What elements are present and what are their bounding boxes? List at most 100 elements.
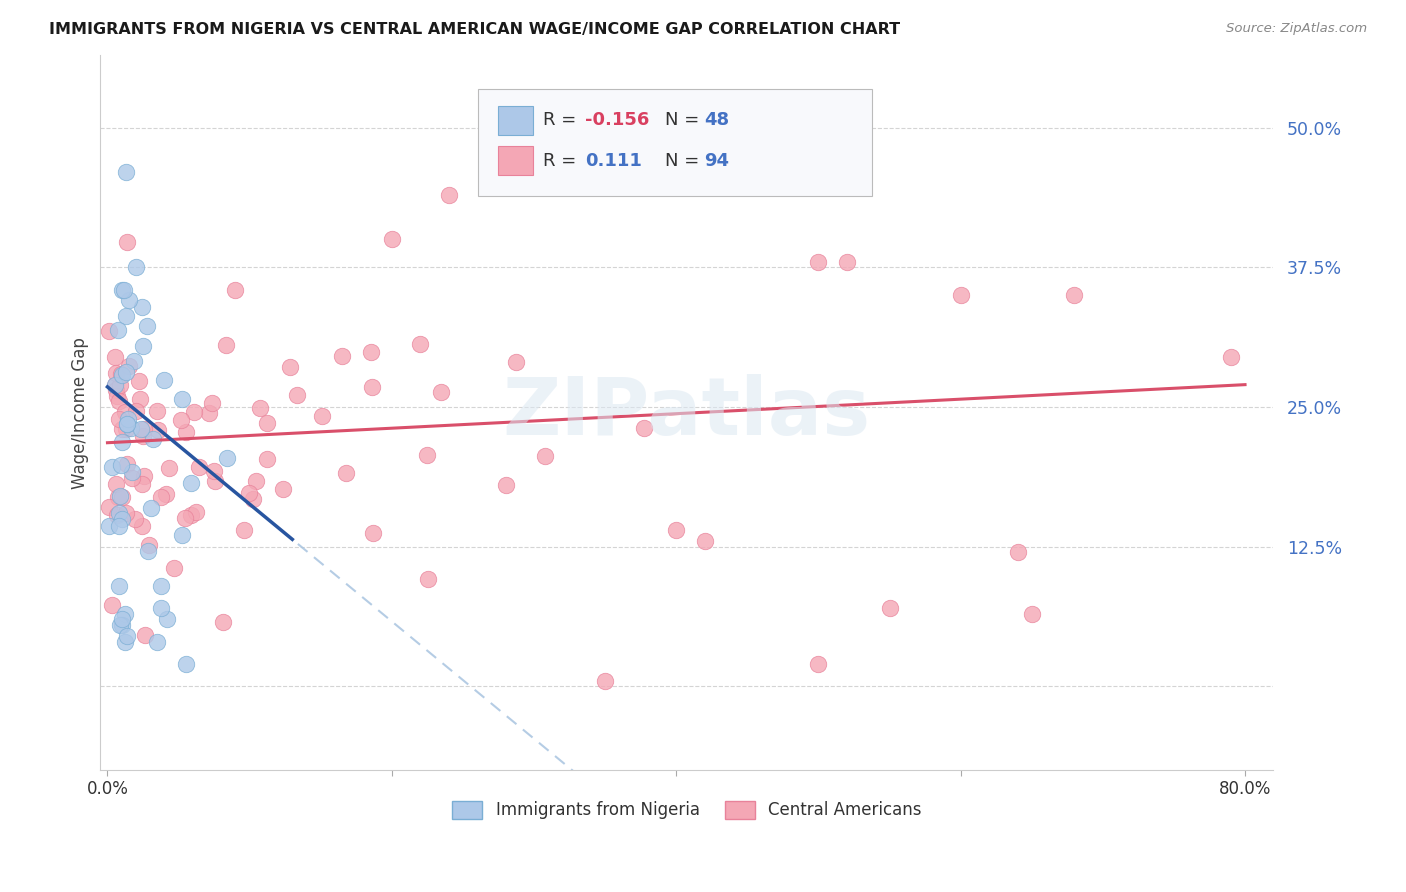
Point: [1007, 545, 1029, 559]
Point: [145, 404, 167, 418]
Point: [114, 607, 136, 621]
Point: [136, 318, 159, 333]
Point: [108, 506, 131, 520]
Legend: Immigrants from Nigeria, Central Americans: Immigrants from Nigeria, Central America…: [446, 794, 928, 826]
Point: [117, 412, 139, 426]
Point: [238, 486, 260, 500]
Point: [183, 405, 205, 419]
Point: [1219, 350, 1241, 364]
Point: [363, 525, 385, 540]
Point: [256, 416, 278, 430]
Point: [115, 365, 138, 379]
Point: [173, 511, 195, 525]
Point: [170, 392, 193, 407]
Point: [111, 422, 134, 436]
Text: N =: N =: [665, 152, 704, 169]
Text: Source: ZipAtlas.com: Source: ZipAtlas.com: [1226, 22, 1367, 36]
Point: [138, 538, 160, 552]
Point: [134, 628, 156, 642]
Point: [693, 534, 716, 549]
Point: [163, 561, 186, 575]
Y-axis label: Wage/Income Gap: Wage/Income Gap: [72, 336, 89, 489]
Point: [139, 501, 162, 516]
Point: [534, 449, 557, 463]
Point: [280, 360, 302, 375]
Point: [335, 466, 357, 480]
Point: [437, 187, 460, 202]
Point: [108, 412, 131, 426]
Point: [110, 489, 132, 503]
Point: [202, 464, 225, 478]
Point: [835, 254, 858, 268]
Point: [665, 523, 688, 537]
Point: [117, 359, 139, 373]
Point: [136, 544, 159, 558]
Point: [114, 634, 136, 648]
Point: [204, 475, 226, 489]
Point: [115, 235, 138, 249]
Point: [429, 385, 451, 400]
Point: [224, 283, 246, 297]
Point: [108, 579, 131, 593]
Point: [103, 377, 125, 392]
Point: [107, 323, 129, 337]
Point: [170, 413, 193, 427]
Point: [215, 450, 238, 465]
Point: [150, 601, 173, 615]
Point: [200, 396, 222, 410]
Text: 0.111: 0.111: [585, 152, 641, 169]
Point: [381, 232, 404, 246]
Point: [633, 421, 655, 435]
Point: [103, 350, 125, 364]
Point: [311, 409, 333, 424]
Point: [131, 519, 153, 533]
Point: [129, 422, 152, 436]
Point: [125, 404, 148, 418]
Point: [184, 505, 207, 519]
Point: [131, 300, 153, 314]
Point: [416, 448, 439, 462]
Text: 48: 48: [704, 112, 730, 129]
Point: [212, 615, 235, 629]
Point: [121, 465, 143, 479]
Point: [593, 673, 616, 688]
Point: [132, 422, 155, 436]
Point: [117, 457, 139, 471]
Text: IMMIGRANTS FROM NIGERIA VS CENTRAL AMERICAN WAGE/INCOME GAP CORRELATION CHART: IMMIGRANTS FROM NIGERIA VS CENTRAL AMERI…: [49, 22, 900, 37]
Point: [105, 476, 128, 491]
Point: [110, 617, 132, 632]
Point: [115, 165, 138, 179]
Point: [142, 432, 165, 446]
Point: [117, 293, 139, 307]
Point: [285, 388, 308, 402]
Point: [233, 523, 256, 537]
Point: [180, 475, 202, 490]
Point: [105, 508, 128, 522]
Point: [132, 338, 155, 352]
Text: -0.156: -0.156: [585, 112, 650, 129]
Point: [111, 368, 134, 382]
Point: [101, 459, 124, 474]
Point: [807, 254, 830, 268]
Text: R =: R =: [543, 152, 588, 169]
Point: [97, 324, 120, 338]
Point: [107, 490, 129, 504]
Point: [110, 367, 132, 381]
Point: [150, 579, 173, 593]
Point: [495, 478, 517, 492]
Point: [271, 482, 294, 496]
Point: [174, 657, 197, 671]
Point: [104, 383, 127, 397]
Point: [115, 417, 138, 431]
Point: [1063, 288, 1085, 302]
Point: [115, 506, 138, 520]
Point: [215, 338, 238, 352]
Point: [111, 283, 134, 297]
Text: N =: N =: [665, 112, 704, 129]
Point: [146, 634, 169, 648]
Point: [122, 354, 145, 368]
Point: [108, 518, 131, 533]
Point: [360, 345, 382, 359]
Point: [256, 452, 278, 467]
Point: [174, 425, 197, 439]
